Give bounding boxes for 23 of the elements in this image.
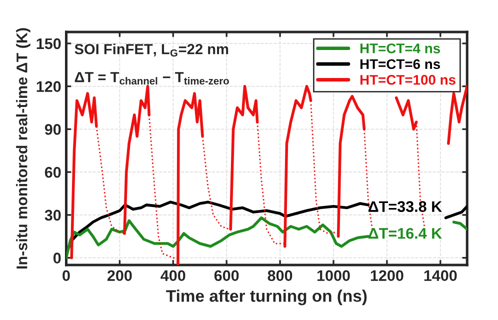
legend-label: HT=CT=4 ns	[360, 43, 440, 54]
legend-label: HT=CT=100 ns	[360, 74, 456, 85]
y-tick-label: 0	[53, 252, 61, 264]
x-tick-label: 600	[214, 270, 239, 282]
x-tick-label: 400	[160, 270, 186, 282]
x-tick-label: 1200	[370, 270, 404, 282]
y-tick-label: 30	[44, 210, 61, 221]
annotation: ΔT=16.4 K	[368, 228, 442, 239]
y-axis-title: In-situ monitored real-time ΔT (K)	[16, 28, 30, 269]
annotation: ΔT=33.8 K	[368, 201, 442, 212]
x-tick-label: 1000	[317, 270, 350, 282]
legend-label: HT=CT=6 ns	[360, 59, 440, 70]
x-tick-label: 1400	[424, 270, 457, 282]
y-tick-label: 90	[44, 124, 61, 135]
y-tick-label: 120	[36, 81, 61, 92]
y-tick-label: 150	[36, 38, 61, 50]
annotation: SOI FinFET, L$_{G}$=22 nm	[74, 44, 228, 57]
x-tick-label: 0	[62, 270, 70, 282]
x-tick-label: 200	[107, 270, 132, 282]
y-tick-label: 60	[44, 166, 61, 178]
x-tick-label: 800	[268, 270, 292, 282]
annotation: ΔT = T$_{channel}$ − T$_{time‐zero}$	[74, 72, 229, 85]
x-axis-title: Time after turning on (ns)	[166, 290, 367, 306]
